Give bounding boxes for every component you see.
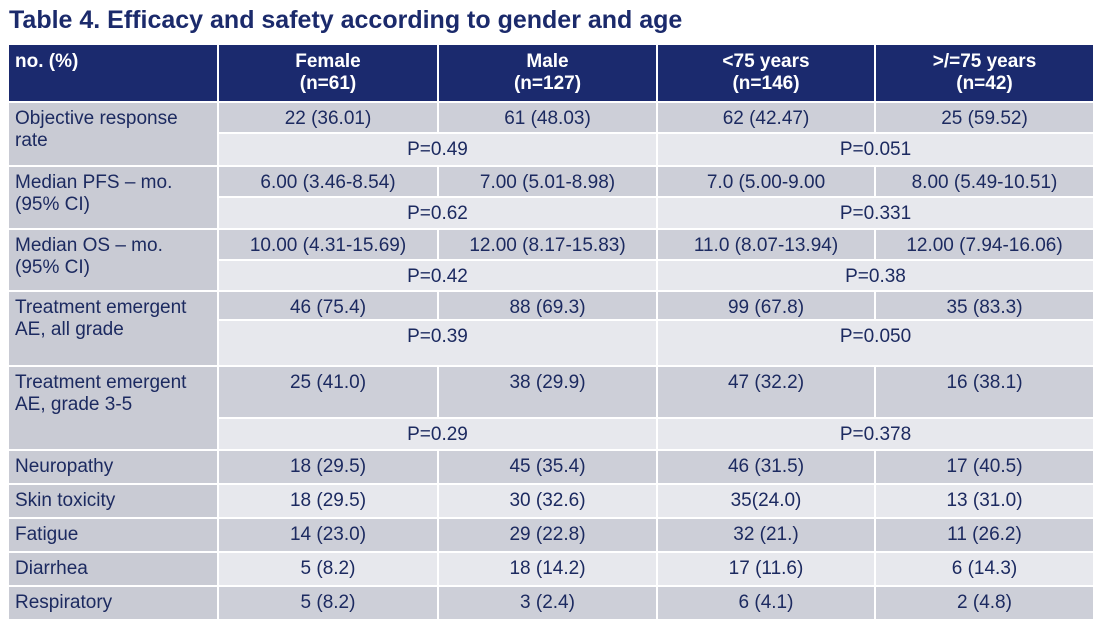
header-row: no. (%) Female (n=61) Male (n=127) <75 year… [7,43,1095,103]
value-cell: 17 (40.5) [874,449,1095,485]
row-label: Respiratory [7,585,219,621]
value-cell: 8.00 (5.49-10.51) [874,165,1095,198]
value-cell: 25 (59.52) [874,101,1095,134]
value-cell: 30 (32.6) [437,483,658,519]
value-cell: 2 (4.8) [874,585,1095,621]
p-value-cell: P=0.62 [217,196,658,230]
value-cell: 12.00 (7.94-16.06) [874,228,1095,261]
data-table: no. (%) Female (n=61) Male (n=127) <75 year… [7,43,1095,621]
row-label: Median PFS – mo. (95% CI) [7,165,219,230]
p-value-cell: P=0.39 [217,319,658,367]
table-row: Median OS – mo. (95% CI) 10.00 (4.31-15.6… [7,228,1095,292]
value-cell: 11.0 (8.07-13.94) [656,228,876,261]
value-cell: 25 (41.0) [217,365,439,419]
table-row: Treatment emergent AE, all grade 46 (75.4… [7,290,1095,367]
p-value-cell: P=0.38 [656,259,1095,292]
header-cell: <75 years (n=146) [656,43,876,103]
p-value-cell: P=0.051 [656,132,1095,167]
p-value-row: P=0.62 P=0.331 [8,196,1095,230]
value-cell: 47 (32.2) [656,365,876,419]
value-cell: 16 (38.1) [874,365,1095,419]
p-value-cell: P=0.378 [656,417,1095,451]
value-cell: 99 (67.8) [656,290,876,321]
value-cell: 7.00 (5.01-8.98) [437,165,658,198]
p-value-cell: P=0.49 [217,132,658,167]
value-cell: 6.00 (3.46-8.54) [217,165,439,198]
table-row: Treatment emergent AE, grade 3-5 25 (41.0… [7,365,1095,451]
value-cell: 5 (8.2) [217,585,439,621]
row-label: Skin toxicity [7,483,219,519]
p-value-cell: P=0.050 [656,319,1095,367]
value-cell: 13 (31.0) [874,483,1095,519]
value-cell: 38 (29.9) [437,365,658,419]
p-value-row: P=0.29 P=0.378 [8,417,1095,451]
value-cell: 5 (8.2) [217,551,439,587]
value-cell: 18 (14.2) [437,551,658,587]
value-cell: 22 (36.01) [217,101,439,134]
p-value-cell: P=0.29 [217,417,658,451]
p-value-row: P=0.42 P=0.38 [8,259,1095,292]
p-value-row: P=0.49 P=0.051 [8,132,1095,167]
table-title: Table 4. Efficacy and safety according t… [9,6,683,34]
value-cell: 3 (2.4) [437,585,658,621]
header-cell: Female (n=61) [217,43,439,103]
value-cell: 35(24.0) [656,483,876,519]
value-cell: 29 (22.8) [437,517,658,553]
table-row: Objective response rate 22 (36.01) 61 (48.… [7,101,1095,167]
value-cell: 11 (26.2) [874,517,1095,553]
value-cell: 45 (35.4) [437,449,658,485]
table-row: Neuropathy 18 (29.5) 45 (35.4) 46 (31.5) 17 … [7,449,1095,485]
value-cell: 18 (29.5) [217,483,439,519]
table-row: Diarrhea 5 (8.2) 18 (14.2) 17 (11.6) 6 (14.3… [7,551,1095,587]
value-cell: 35 (83.3) [874,290,1095,321]
value-cell: 6 (4.1) [656,585,876,621]
value-cell: 46 (75.4) [217,290,439,321]
row-label: Neuropathy [7,449,219,485]
row-label: Treatment emergent AE, grade 3-5 [7,365,219,451]
value-cell: 18 (29.5) [217,449,439,485]
value-cell: 10.00 (4.31-15.69) [217,228,439,261]
value-cell: 32 (21.) [656,517,876,553]
value-cell: 88 (69.3) [437,290,658,321]
table-row: Fatigue 14 (23.0) 29 (22.8) 32 (21.) 11 (26.… [7,517,1095,553]
value-cell: 46 (31.5) [656,449,876,485]
header-cell: no. (%) [7,43,219,103]
value-cell: 12.00 (8.17-15.83) [437,228,658,261]
p-value-cell: P=0.42 [217,259,658,292]
p-value-row: P=0.39 P=0.050 [8,319,1095,367]
value-cell: 14 (23.0) [217,517,439,553]
value-cell: 6 (14.3) [874,551,1095,587]
value-cell: 7.0 (5.00-9.00 [656,165,876,198]
table-row: Skin toxicity 18 (29.5) 30 (32.6) 35(24.0) 1… [7,483,1095,519]
row-label: Objective response rate [7,101,219,167]
value-cell: 17 (11.6) [656,551,876,587]
header-cell: Male (n=127) [437,43,658,103]
row-label: Treatment emergent AE, all grade [7,290,219,367]
row-label: Diarrhea [7,551,219,587]
value-cell: 62 (42.47) [656,101,876,134]
p-value-cell: P=0.331 [656,196,1095,230]
row-label: Fatigue [7,517,219,553]
value-cell: 61 (48.03) [437,101,658,134]
header-cell: >/=75 years (n=42) [874,43,1095,103]
table-row: Respiratory 5 (8.2) 3 (2.4) 6 (4.1) 2 (4.8) [7,585,1095,621]
table-row: Median PFS – mo. (95% CI) 6.00 (3.46-8.54… [7,165,1095,230]
row-label: Median OS – mo. (95% CI) [7,228,219,292]
